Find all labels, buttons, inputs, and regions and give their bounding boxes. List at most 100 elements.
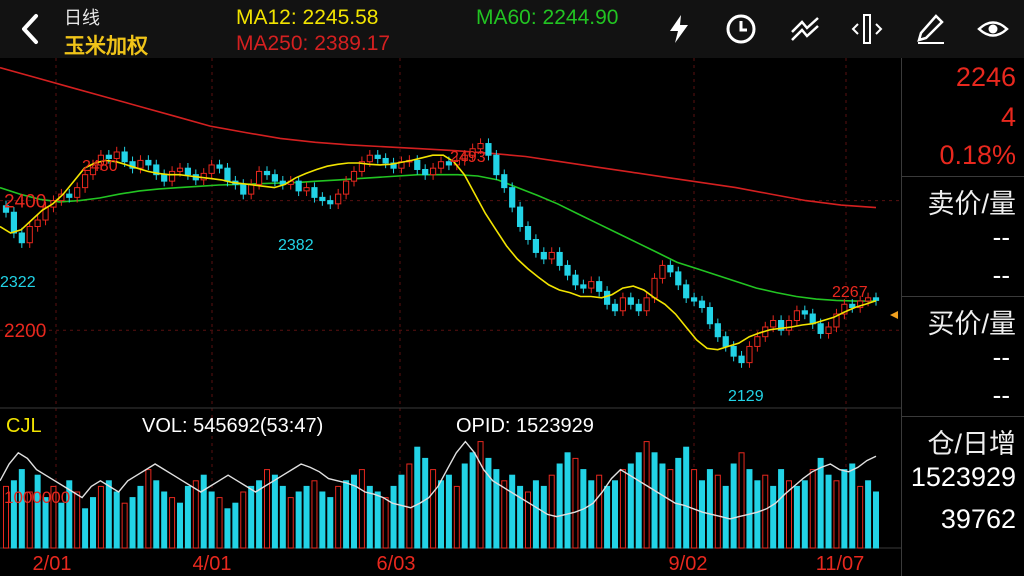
candle-body: [714, 323, 721, 338]
sell-volume: --: [992, 260, 1010, 290]
volume-bars: [3, 441, 879, 549]
volume-bar: [335, 485, 342, 549]
volume-bar: [129, 497, 136, 549]
candle-body: [429, 167, 437, 176]
candle-body: [437, 161, 445, 169]
volume-bar: [509, 474, 516, 549]
volume-bar: [604, 485, 611, 549]
volume-readout: VOL: 545692(53:47): [142, 415, 323, 437]
clock-icon[interactable]: [724, 12, 758, 46]
candle-body: [572, 274, 579, 286]
candle-body: [501, 174, 508, 189]
open-interest-total: 1523929: [910, 462, 1016, 492]
x-tick-label: 2/01: [33, 553, 72, 575]
candle-body: [722, 336, 729, 347]
candle-body: [540, 251, 547, 260]
ma60-path: [0, 173, 876, 302]
volume-bar: [224, 508, 231, 549]
divider: [902, 176, 1024, 177]
volume-bar: [74, 491, 81, 549]
volume-bar: [208, 491, 215, 549]
candle-body: [469, 148, 476, 156]
volume-bar: [485, 457, 492, 549]
volume-bar: [264, 469, 270, 549]
candle-body: [627, 297, 634, 305]
volume-bar: [714, 474, 721, 549]
volume-bar: [659, 463, 666, 549]
volume-bar: [319, 491, 326, 549]
candle-body: [34, 219, 41, 228]
candle-body: [516, 206, 524, 228]
volume-bar: [865, 480, 872, 549]
candle-body: [319, 196, 326, 202]
volume-bar: [596, 474, 603, 549]
back-icon[interactable]: [14, 12, 48, 46]
kline-chart[interactable]: 2400 2200 2480 2493 2267 2322 2382 2129 CJL VOL: …: [0, 58, 902, 576]
volume-bar: [414, 446, 421, 549]
ma12-path: [0, 154, 877, 351]
volume-bar: [612, 480, 618, 549]
sell-price: --: [992, 222, 1010, 252]
volume-bar: [192, 480, 199, 549]
volume-bar: [825, 474, 832, 549]
candle-body: [643, 297, 650, 312]
x-tick-label: 6/03: [377, 553, 416, 575]
volume-bar: [248, 485, 255, 549]
move-icon[interactable]: [850, 12, 884, 46]
oi-path: [0, 440, 877, 520]
candle-body: [161, 174, 168, 182]
draw-icon[interactable]: [914, 12, 948, 46]
candle-body: [785, 320, 793, 331]
period-label[interactable]: 日线: [64, 8, 100, 28]
trend-icon[interactable]: [788, 12, 822, 46]
buy-price: --: [992, 342, 1010, 372]
volume-indicator-label: CJL: [6, 415, 42, 437]
lightning-icon[interactable]: [662, 12, 696, 46]
volume-bar: [564, 452, 571, 549]
candle-body: [849, 303, 856, 309]
candle-body: [327, 200, 334, 205]
volume-bar: [572, 457, 579, 549]
volume-bar: [42, 497, 49, 549]
high-annotation: 2480: [82, 158, 118, 175]
volume-bar: [627, 463, 634, 549]
volume-bar: [406, 463, 413, 549]
opid-readout: OPID: 1523929: [456, 415, 594, 437]
candle-body: [248, 183, 255, 195]
candle-body: [777, 320, 785, 331]
candle-body: [477, 143, 484, 150]
candle-body: [659, 264, 666, 279]
volume-bar: [738, 452, 745, 549]
candle-body: [588, 281, 595, 289]
volume-bar: [445, 474, 452, 549]
volume-bar: [809, 469, 816, 549]
grid: [0, 58, 902, 549]
candle-body: [683, 284, 690, 299]
candle-body: [698, 300, 706, 309]
candle-body: [184, 167, 192, 176]
volume-bar: [635, 452, 642, 549]
ma250-readout: MA250: 2389.17: [236, 32, 391, 55]
volume-bar: [540, 485, 547, 549]
candle-body: [113, 151, 120, 159]
candle-body: [485, 143, 492, 156]
low-annotation: 2129: [728, 388, 764, 405]
volume-bar: [303, 485, 310, 549]
ma12-line: [0, 154, 877, 351]
candle-body: [864, 297, 872, 302]
eye-icon[interactable]: [976, 12, 1010, 46]
volume-bar: [699, 480, 705, 549]
candle-body: [176, 167, 184, 172]
volume-bar: [857, 485, 864, 549]
candle-body: [18, 232, 25, 244]
candle-body: [675, 271, 682, 286]
volume-bar: [240, 491, 247, 549]
volume-bar: [390, 485, 397, 549]
volume-bar: [279, 485, 286, 549]
candle-body: [168, 170, 176, 182]
candle-body: [208, 164, 215, 174]
volume-bar: [667, 469, 674, 549]
volume-bar: [3, 485, 9, 549]
candle-body: [532, 238, 540, 253]
instrument-name[interactable]: 玉米加权: [64, 35, 148, 58]
